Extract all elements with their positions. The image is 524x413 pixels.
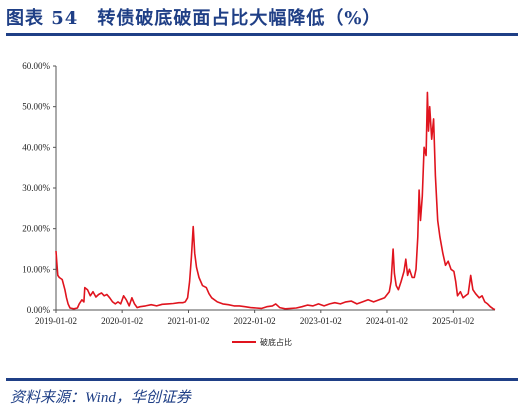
x-tick-label: 2022-01-02 xyxy=(234,316,276,326)
x-tick-label: 2019-01-02 xyxy=(35,316,77,326)
y-tick-label: 10.00% xyxy=(22,264,50,274)
source-note: 资料来源：Wind，华创证券 xyxy=(10,390,191,406)
y-tick-label: 20.00% xyxy=(22,224,50,234)
x-tick-label: 2020-01-02 xyxy=(101,316,143,326)
plot-area xyxy=(55,91,496,311)
series-line xyxy=(55,91,496,311)
y-tick-label: 0.00% xyxy=(27,305,51,315)
legend-label: 破底占比 xyxy=(260,337,292,347)
chart-legend: 破底占比 xyxy=(232,337,292,347)
x-tick-label: 2024-01-02 xyxy=(366,316,408,326)
line-chart: 0.00% 10.00% 20.00% 30.00% 40.00% 50.00% 60.00… xyxy=(22,61,496,347)
y-tick-label: 30.00% xyxy=(22,183,50,193)
x-tick-label: 2025-01-02 xyxy=(432,316,474,326)
title-divider xyxy=(6,33,518,36)
y-tick-label: 40.00% xyxy=(22,142,50,152)
y-axis: 0.00% 10.00% 20.00% 30.00% 40.00% 50.00% 60.00… xyxy=(22,61,57,315)
footer-divider xyxy=(6,378,518,381)
x-tick-label: 2023-01-02 xyxy=(300,316,342,326)
y-tick-label: 60.00% xyxy=(22,61,50,71)
page-title: 图表 54 转债破底破面占比大幅降低（%） xyxy=(6,8,382,29)
x-tick-label: 2021-01-02 xyxy=(167,316,209,326)
y-tick-label: 50.00% xyxy=(22,102,50,112)
x-axis: 2019-01-02 2020-01-02 2021-01-02 2022-01-02… xyxy=(35,309,495,326)
